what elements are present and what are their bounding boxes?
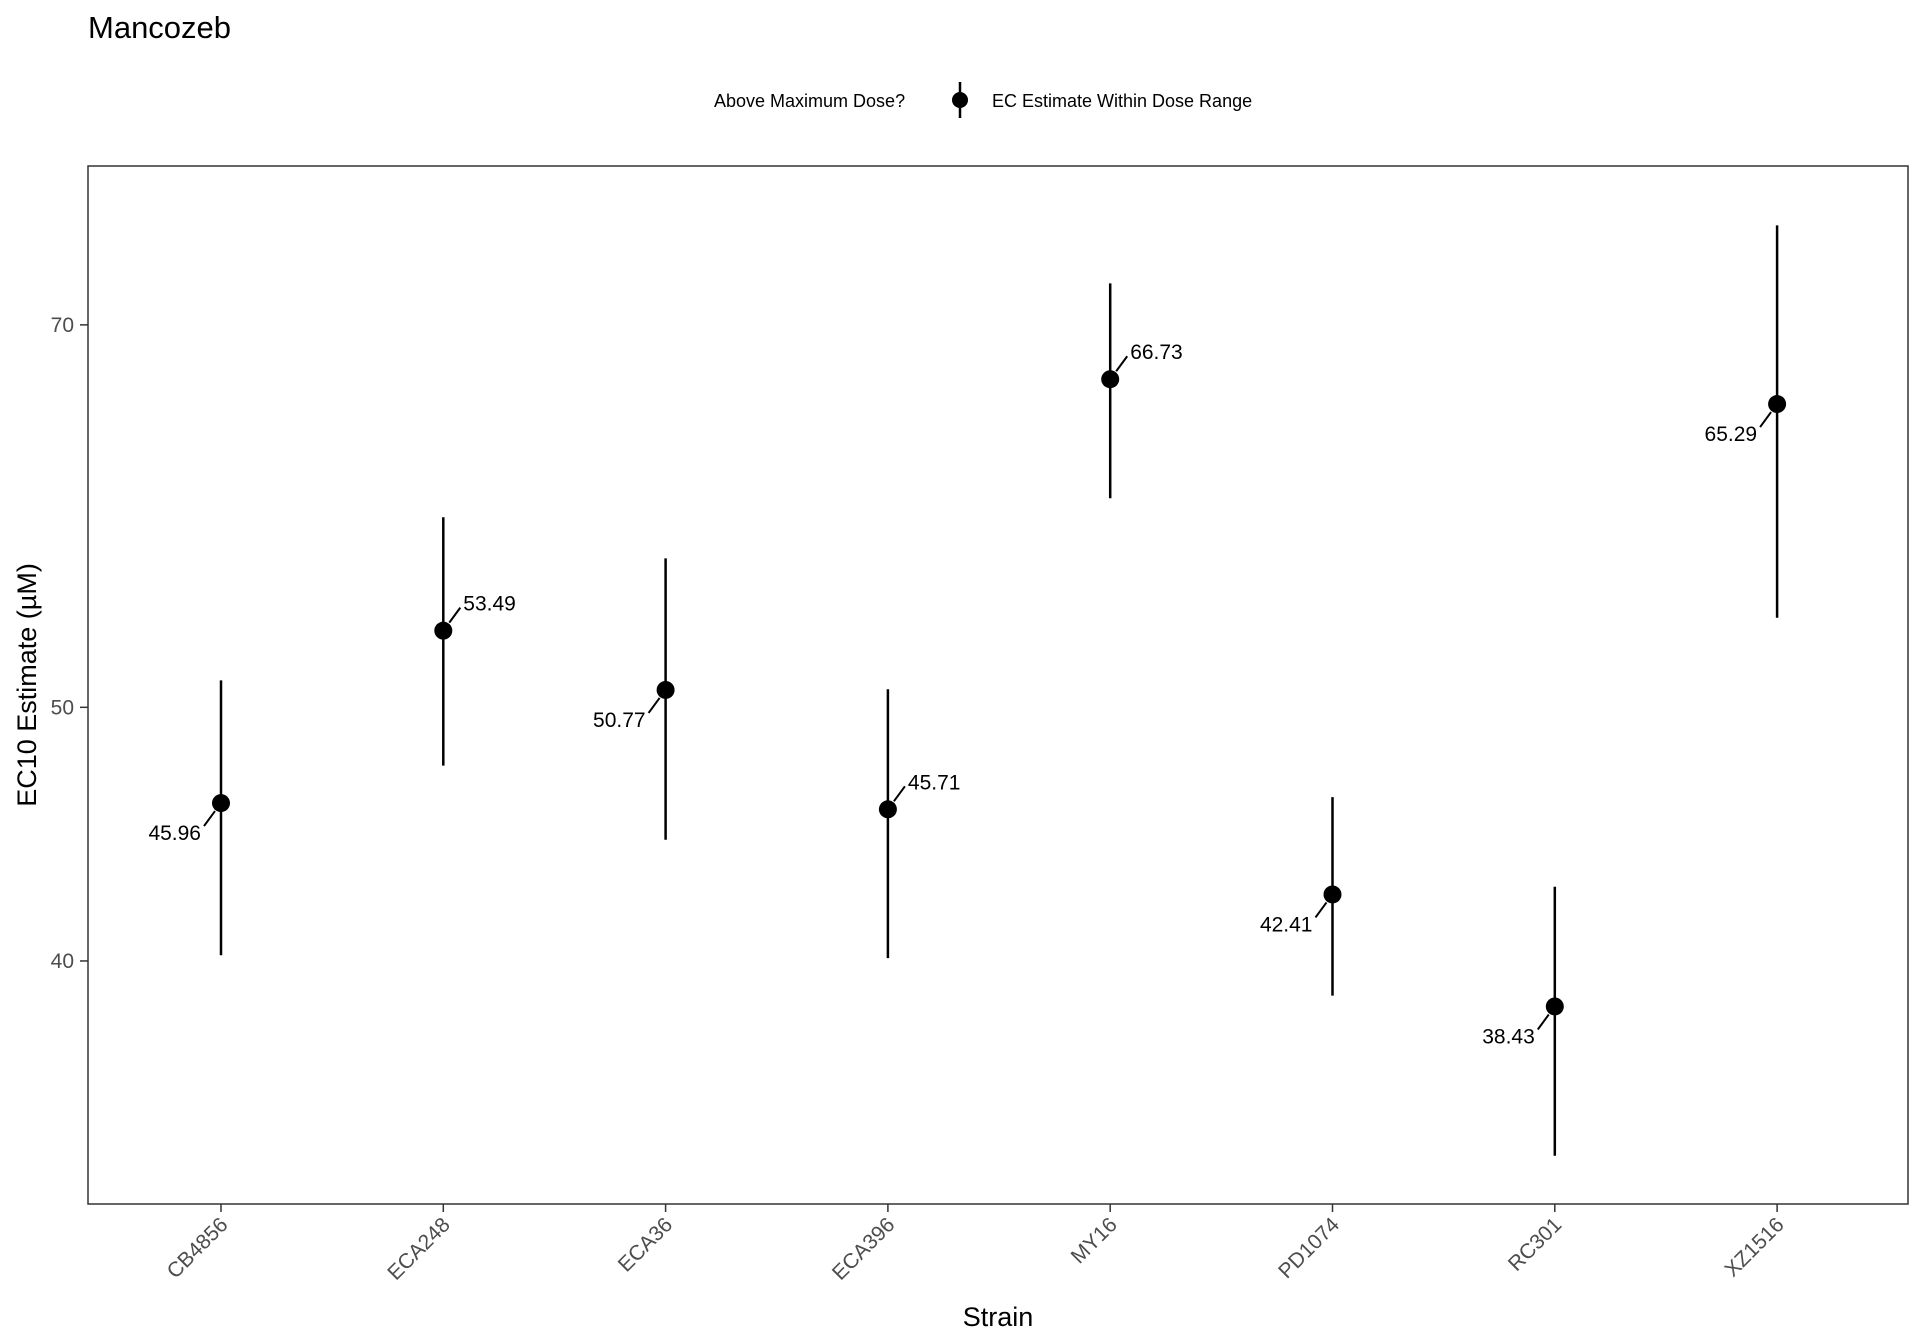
y-axis: 40 50 70 [51, 314, 88, 973]
legend-entry-label: EC Estimate Within Dose Range [992, 91, 1252, 111]
x-tick-label: PD1074 [1274, 1213, 1344, 1283]
label-leader [1536, 1013, 1550, 1031]
data-point [1545, 997, 1564, 1016]
data-label: 66.73 [1130, 341, 1183, 364]
x-tick-label: CB4856 [163, 1213, 233, 1283]
data-point [1101, 370, 1120, 389]
data-point [1768, 395, 1787, 414]
chart-title: Mancozeb [88, 10, 231, 45]
x-tick-label: ECA36 [614, 1213, 677, 1276]
y-tick-label: 50 [51, 696, 74, 719]
x-axis: CB4856 ECA248 ECA36 ECA396 MY16 PD1074 RC301 XZ… [163, 1204, 1789, 1285]
label-leader [1759, 411, 1772, 428]
x-tick-label: MY16 [1067, 1213, 1122, 1268]
legend-key-point [952, 92, 968, 108]
label-leader [448, 607, 462, 624]
data-marks: 45.96 53.49 50.77 45.71 66.73 42.41 38.43 65.29 [148, 225, 1787, 1156]
data-point [1323, 885, 1342, 904]
x-tick-label: RC301 [1504, 1213, 1566, 1275]
label-leader [647, 697, 661, 714]
x-tick-label: XZ1516 [1720, 1213, 1788, 1281]
label-leader [1115, 355, 1129, 372]
data-label: 65.29 [1705, 423, 1758, 446]
x-tick-label: ECA248 [383, 1213, 455, 1285]
x-tick-label: ECA396 [828, 1213, 900, 1285]
label-leader [893, 785, 906, 802]
data-label: 50.77 [593, 709, 646, 732]
data-point [212, 794, 230, 813]
data-label: 38.43 [1482, 1025, 1535, 1048]
plot-panel [87, 165, 1909, 1205]
x-axis-title: Strain [963, 1302, 1034, 1332]
data-point [434, 621, 453, 640]
data-label: 42.41 [1260, 913, 1313, 936]
legend-title: Above Maximum Dose? [714, 91, 905, 111]
data-point [878, 800, 897, 819]
label-leader [203, 810, 216, 827]
y-tick-label: 40 [51, 950, 74, 973]
data-label: 45.71 [908, 771, 961, 794]
y-tick-label: 70 [51, 314, 74, 337]
legend: Above Maximum Dose? EC Estimate Within D… [714, 82, 1252, 118]
data-label: 53.49 [463, 593, 516, 616]
y-axis-title: EC10 Estimate (µM) [12, 563, 42, 807]
label-leader [1314, 901, 1328, 919]
data-label: 45.96 [148, 822, 201, 845]
data-point [656, 680, 675, 699]
